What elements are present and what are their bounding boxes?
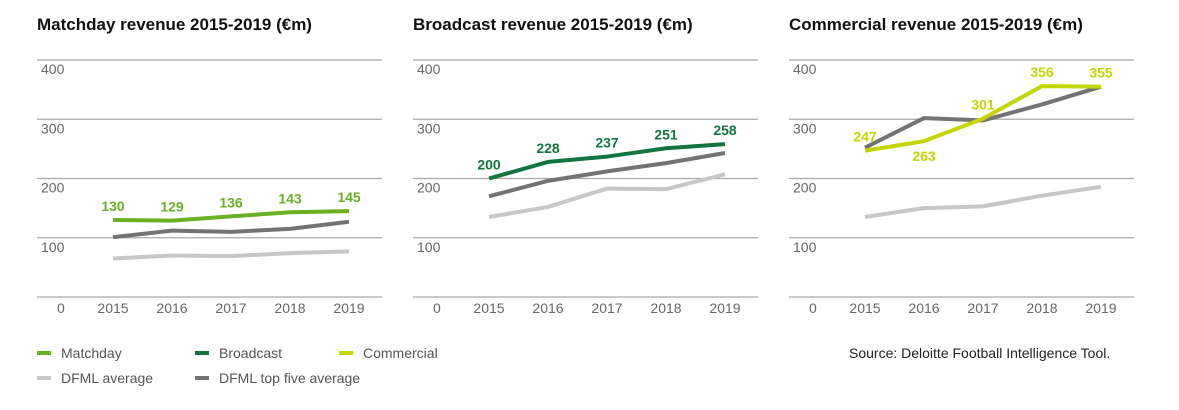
series-line-matchday	[112, 209, 350, 223]
y-tick-label: 300	[417, 120, 441, 136]
y-tick-label: 200	[793, 180, 817, 196]
y-tick-label: 0	[809, 300, 817, 316]
x-tick-label: 2015	[473, 300, 504, 316]
series-line-dfml-average	[112, 249, 350, 261]
y-tick-label: 100	[793, 239, 817, 255]
chart-title-matchday: Matchday revenue 2015-2019 (€m)	[37, 15, 312, 34]
data-label: 251	[654, 126, 678, 142]
y-tick-label: 300	[793, 120, 817, 136]
x-tick-label: 2016	[532, 300, 563, 316]
data-label: 356	[1030, 64, 1054, 80]
data-label: 301	[971, 97, 995, 113]
y-tick-label: 200	[417, 180, 441, 196]
series-line-commercial	[864, 84, 1102, 153]
legend-swatch-dfml-top5	[195, 376, 209, 380]
y-tick-label: 0	[433, 300, 441, 316]
chart-title-broadcast: Broadcast revenue 2015-2019 (€m)	[413, 15, 693, 34]
data-label: 263	[912, 148, 936, 164]
legend-item-dfml-average: DFML average	[37, 370, 153, 386]
x-tick-label: 2018	[650, 300, 681, 316]
x-tick-label: 2016	[908, 300, 939, 316]
y-tick-label: 0	[57, 300, 65, 316]
legend-label-dfml-top5: DFML top five average	[219, 370, 361, 386]
legend-item-broadcast: Broadcast	[195, 345, 282, 361]
legend-label-commercial: Commercial	[363, 345, 438, 361]
legend-swatch-commercial	[339, 351, 353, 355]
data-label: 228	[536, 140, 560, 156]
data-label: 200	[477, 157, 501, 173]
legend-swatch-dfml-average	[37, 376, 51, 380]
y-tick-label: 400	[417, 61, 441, 77]
series-line-broadcast	[488, 142, 726, 181]
legend-label-matchday: Matchday	[61, 345, 122, 361]
chart-title-commercial: Commercial revenue 2015-2019 (€m)	[789, 15, 1083, 34]
x-tick-label: 2019	[709, 300, 740, 316]
y-tick-label: 200	[41, 180, 65, 196]
x-tick-label: 2017	[215, 300, 246, 316]
x-tick-label: 2018	[274, 300, 305, 316]
source-note: Source: Deloitte Football Intelligence T…	[849, 345, 1111, 361]
data-label: 145	[337, 189, 361, 205]
data-label: 247	[853, 129, 877, 145]
x-tick-label: 2017	[967, 300, 998, 316]
data-label: 136	[219, 194, 243, 210]
x-tick-label: 2015	[97, 300, 128, 316]
y-tick-label: 400	[793, 61, 817, 77]
y-tick-label: 400	[41, 61, 65, 77]
legend-swatch-matchday	[37, 351, 51, 355]
data-label: 237	[595, 135, 619, 151]
y-tick-label: 300	[41, 120, 65, 136]
x-tick-label: 2018	[1026, 300, 1057, 316]
legend-item-matchday: Matchday	[37, 345, 122, 361]
data-label: 258	[713, 122, 737, 138]
x-tick-label: 2016	[156, 300, 187, 316]
data-label: 355	[1089, 65, 1113, 81]
legend-item-commercial: Commercial	[339, 345, 438, 361]
legend-item-dfml-top5: DFML top five average	[195, 370, 360, 386]
data-label: 143	[278, 190, 302, 206]
y-tick-label: 100	[41, 239, 65, 255]
legend-label-broadcast: Broadcast	[219, 345, 283, 361]
legend-label-dfml-average: DFML average	[61, 370, 154, 386]
x-tick-label: 2019	[333, 300, 364, 316]
data-label: 129	[160, 199, 184, 215]
y-tick-label: 100	[417, 239, 441, 255]
legend-swatch-broadcast	[195, 351, 209, 355]
x-tick-label: 2017	[591, 300, 622, 316]
series-line-dfml-average	[864, 184, 1102, 219]
data-label: 130	[101, 198, 125, 214]
charts-area: 0 100 200 300 400 2015 2016 2017 2018 2019 130 129 1…	[37, 59, 1134, 316]
series-line-dfml-top5	[112, 219, 350, 240]
series-line-dfml-top5	[488, 151, 726, 199]
x-tick-label: 2015	[849, 300, 880, 316]
x-tick-label: 2019	[1085, 300, 1116, 316]
series-line-dfml-average	[488, 172, 726, 219]
